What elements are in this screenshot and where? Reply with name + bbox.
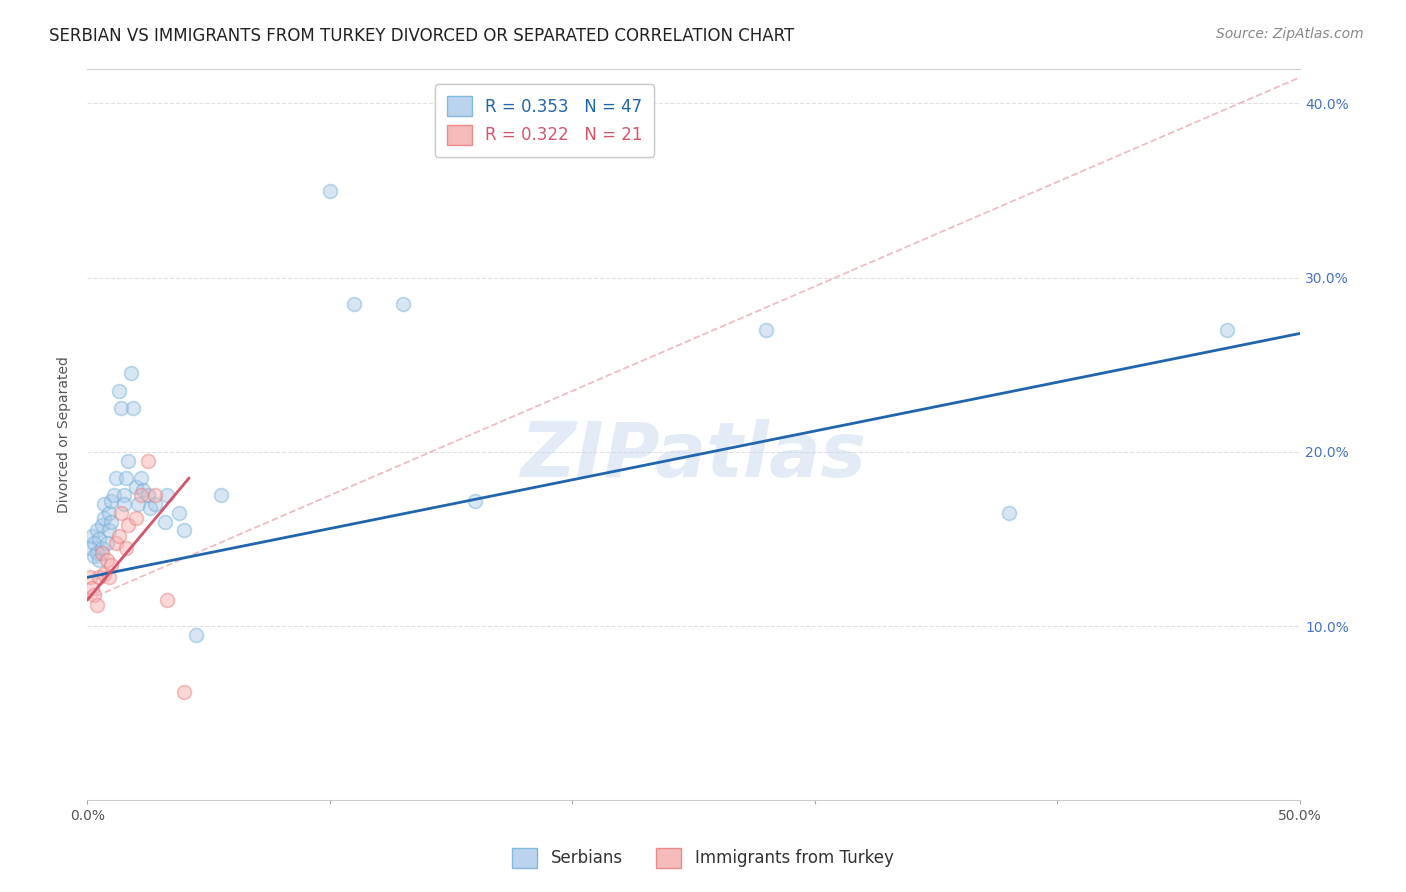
Point: [122, 401, 145, 416]
Y-axis label: Divorced or Separated: Divorced or Separated: [58, 356, 72, 513]
Point: [103, 488, 125, 502]
Point: [112, 497, 135, 511]
Point: [107, 384, 129, 398]
Point: [112, 488, 135, 502]
Point: [83, 535, 105, 549]
Point: [136, 488, 159, 502]
Point: [90, 546, 112, 560]
Point: [124, 511, 146, 525]
Point: [115, 541, 138, 555]
Point: [755, 323, 778, 337]
Legend: R = 0.353   N = 47, R = 0.322   N = 21: R = 0.353 N = 47, R = 0.322 N = 21: [434, 84, 654, 156]
Point: [209, 488, 232, 502]
Point: [156, 593, 179, 607]
Point: [100, 515, 122, 529]
Point: [143, 497, 166, 511]
Point: [86, 599, 108, 613]
Point: [464, 493, 486, 508]
Point: [83, 588, 105, 602]
Point: [110, 506, 132, 520]
Point: [93, 497, 115, 511]
Point: [90, 541, 112, 555]
Point: [105, 535, 128, 549]
Point: [100, 493, 122, 508]
Point: [93, 511, 115, 525]
Point: [153, 515, 176, 529]
Point: [117, 453, 139, 467]
Point: [173, 524, 195, 538]
Point: [80, 528, 103, 542]
Point: [124, 480, 146, 494]
Point: [120, 367, 142, 381]
Point: [129, 471, 152, 485]
Point: [83, 549, 105, 564]
Point: [98, 524, 121, 538]
Point: [343, 297, 366, 311]
Point: [132, 483, 155, 498]
Point: [98, 506, 121, 520]
Point: [98, 570, 121, 584]
Point: [79, 570, 101, 584]
Point: [107, 528, 129, 542]
Point: [186, 628, 208, 642]
Point: [96, 535, 118, 549]
Point: [143, 488, 166, 502]
Point: [93, 566, 115, 581]
Legend: Serbians, Immigrants from Turkey: Serbians, Immigrants from Turkey: [506, 841, 900, 875]
Point: [96, 553, 118, 567]
Point: [998, 506, 1021, 520]
Text: SERBIAN VS IMMIGRANTS FROM TURKEY DIVORCED OR SEPARATED CORRELATION CHART: SERBIAN VS IMMIGRANTS FROM TURKEY DIVORC…: [49, 27, 794, 45]
Point: [80, 581, 103, 595]
Point: [86, 546, 108, 560]
Point: [89, 532, 111, 546]
Point: [100, 558, 122, 573]
Point: [319, 184, 342, 198]
Point: [129, 488, 152, 502]
Point: [1216, 323, 1239, 337]
Point: [86, 524, 108, 538]
Point: [139, 500, 162, 515]
Point: [127, 497, 149, 511]
Point: [156, 488, 179, 502]
Point: [117, 518, 139, 533]
Text: Source: ZipAtlas.com: Source: ZipAtlas.com: [1216, 27, 1364, 41]
Text: ZIPatlas: ZIPatlas: [520, 419, 866, 493]
Point: [89, 553, 111, 567]
Point: [115, 471, 138, 485]
Point: [173, 685, 195, 699]
Point: [169, 506, 191, 520]
Point: [79, 541, 101, 555]
Point: [89, 570, 111, 584]
Point: [136, 453, 159, 467]
Point: [391, 297, 413, 311]
Point: [105, 471, 128, 485]
Point: [90, 518, 112, 533]
Point: [110, 401, 132, 416]
